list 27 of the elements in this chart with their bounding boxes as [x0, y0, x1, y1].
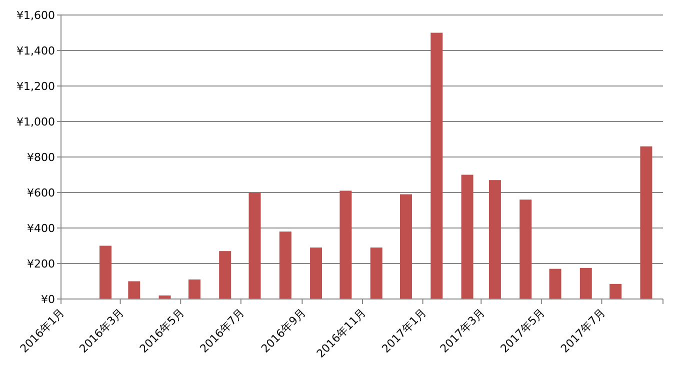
bar: [128, 281, 140, 299]
y-tick-label: ¥0: [41, 293, 55, 306]
bar: [430, 32, 443, 299]
bar: [219, 251, 232, 299]
bar: [461, 174, 474, 299]
bar: [370, 248, 382, 299]
y-tick-label: ¥1,000: [16, 116, 55, 128]
y-tick-label: ¥1,600: [16, 9, 55, 22]
y-tick-label: ¥200: [27, 258, 55, 270]
y-tick-label: ¥1,400: [16, 44, 55, 58]
bar: [310, 248, 322, 299]
bar: [640, 146, 652, 299]
bar: [580, 268, 592, 299]
bar: [99, 246, 112, 299]
bar: [610, 284, 622, 299]
bar: [488, 180, 501, 299]
y-tick-label: ¥400: [27, 222, 55, 235]
bar: [549, 268, 562, 299]
bar: [279, 232, 292, 299]
bar: [520, 200, 532, 299]
y-tick-label: ¥800: [27, 151, 55, 164]
bar: [188, 279, 200, 299]
y-tick-label: ¥600: [27, 186, 55, 200]
bar: [400, 194, 412, 299]
bar: [340, 190, 352, 299]
y-tick-label: ¥1,200: [16, 80, 55, 93]
bar: [248, 192, 261, 299]
